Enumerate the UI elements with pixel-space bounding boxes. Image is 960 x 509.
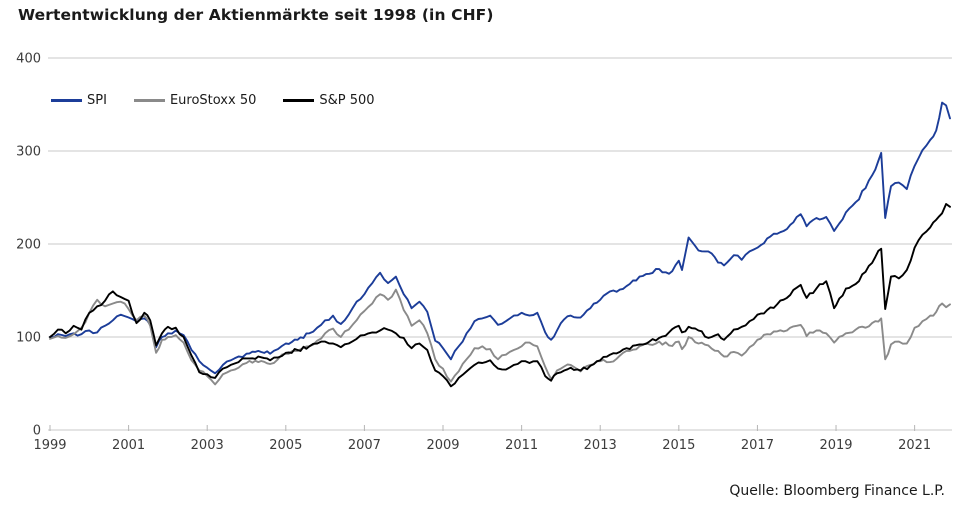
y-tick-label-400: 400 xyxy=(16,52,41,67)
x-tick-label-2005: 2005 xyxy=(269,438,302,453)
y-tick-label-200: 200 xyxy=(16,238,41,253)
source-label: Quelle: Bloomberg Finance L.P. xyxy=(729,483,945,499)
x-tick-label-2019: 2019 xyxy=(819,438,852,453)
legend-label-eurostoxx: EuroStoxx 50 xyxy=(169,93,257,108)
legend-label-sp500: S&P 500 xyxy=(319,93,375,108)
x-tick-label-2015: 2015 xyxy=(662,438,695,453)
legend-label-spi: SPI xyxy=(87,93,107,108)
legend-item-eurostoxx: EuroStoxx 50 xyxy=(133,93,257,108)
legend-item-spi: SPI xyxy=(51,93,107,108)
x-tick-label-2009: 2009 xyxy=(426,438,459,453)
x-tick-label-2007: 2007 xyxy=(348,438,381,453)
x-tick-label-2013: 2013 xyxy=(584,438,617,453)
x-tick-label-2003: 2003 xyxy=(191,438,224,453)
y-tick-label-0: 0 xyxy=(33,424,41,439)
y-tick-label-100: 100 xyxy=(16,331,41,346)
s-p-500-line xyxy=(49,203,951,388)
chart-legend: SPI EuroStoxx 50 S&P 500 xyxy=(51,93,402,108)
x-tick-label-2017: 2017 xyxy=(741,438,774,453)
x-tick-label-2001: 2001 xyxy=(112,438,145,453)
y-tick-label-300: 300 xyxy=(16,145,41,160)
x-tick-label-2021: 2021 xyxy=(898,438,931,453)
eurostoxx-line-swatch xyxy=(133,99,165,102)
legend-item-sp500: S&P 500 xyxy=(283,93,375,108)
chart-title: Wertentwicklung der Aktienmärkte seit 19… xyxy=(18,6,494,24)
sp500-line-swatch xyxy=(283,99,315,102)
x-tick-label-2011: 2011 xyxy=(505,438,538,453)
spi-line-swatch xyxy=(51,99,82,102)
x-tick-label-1999: 1999 xyxy=(33,438,66,453)
spi-line xyxy=(49,101,951,375)
eurostoxx-50-line xyxy=(49,288,951,386)
